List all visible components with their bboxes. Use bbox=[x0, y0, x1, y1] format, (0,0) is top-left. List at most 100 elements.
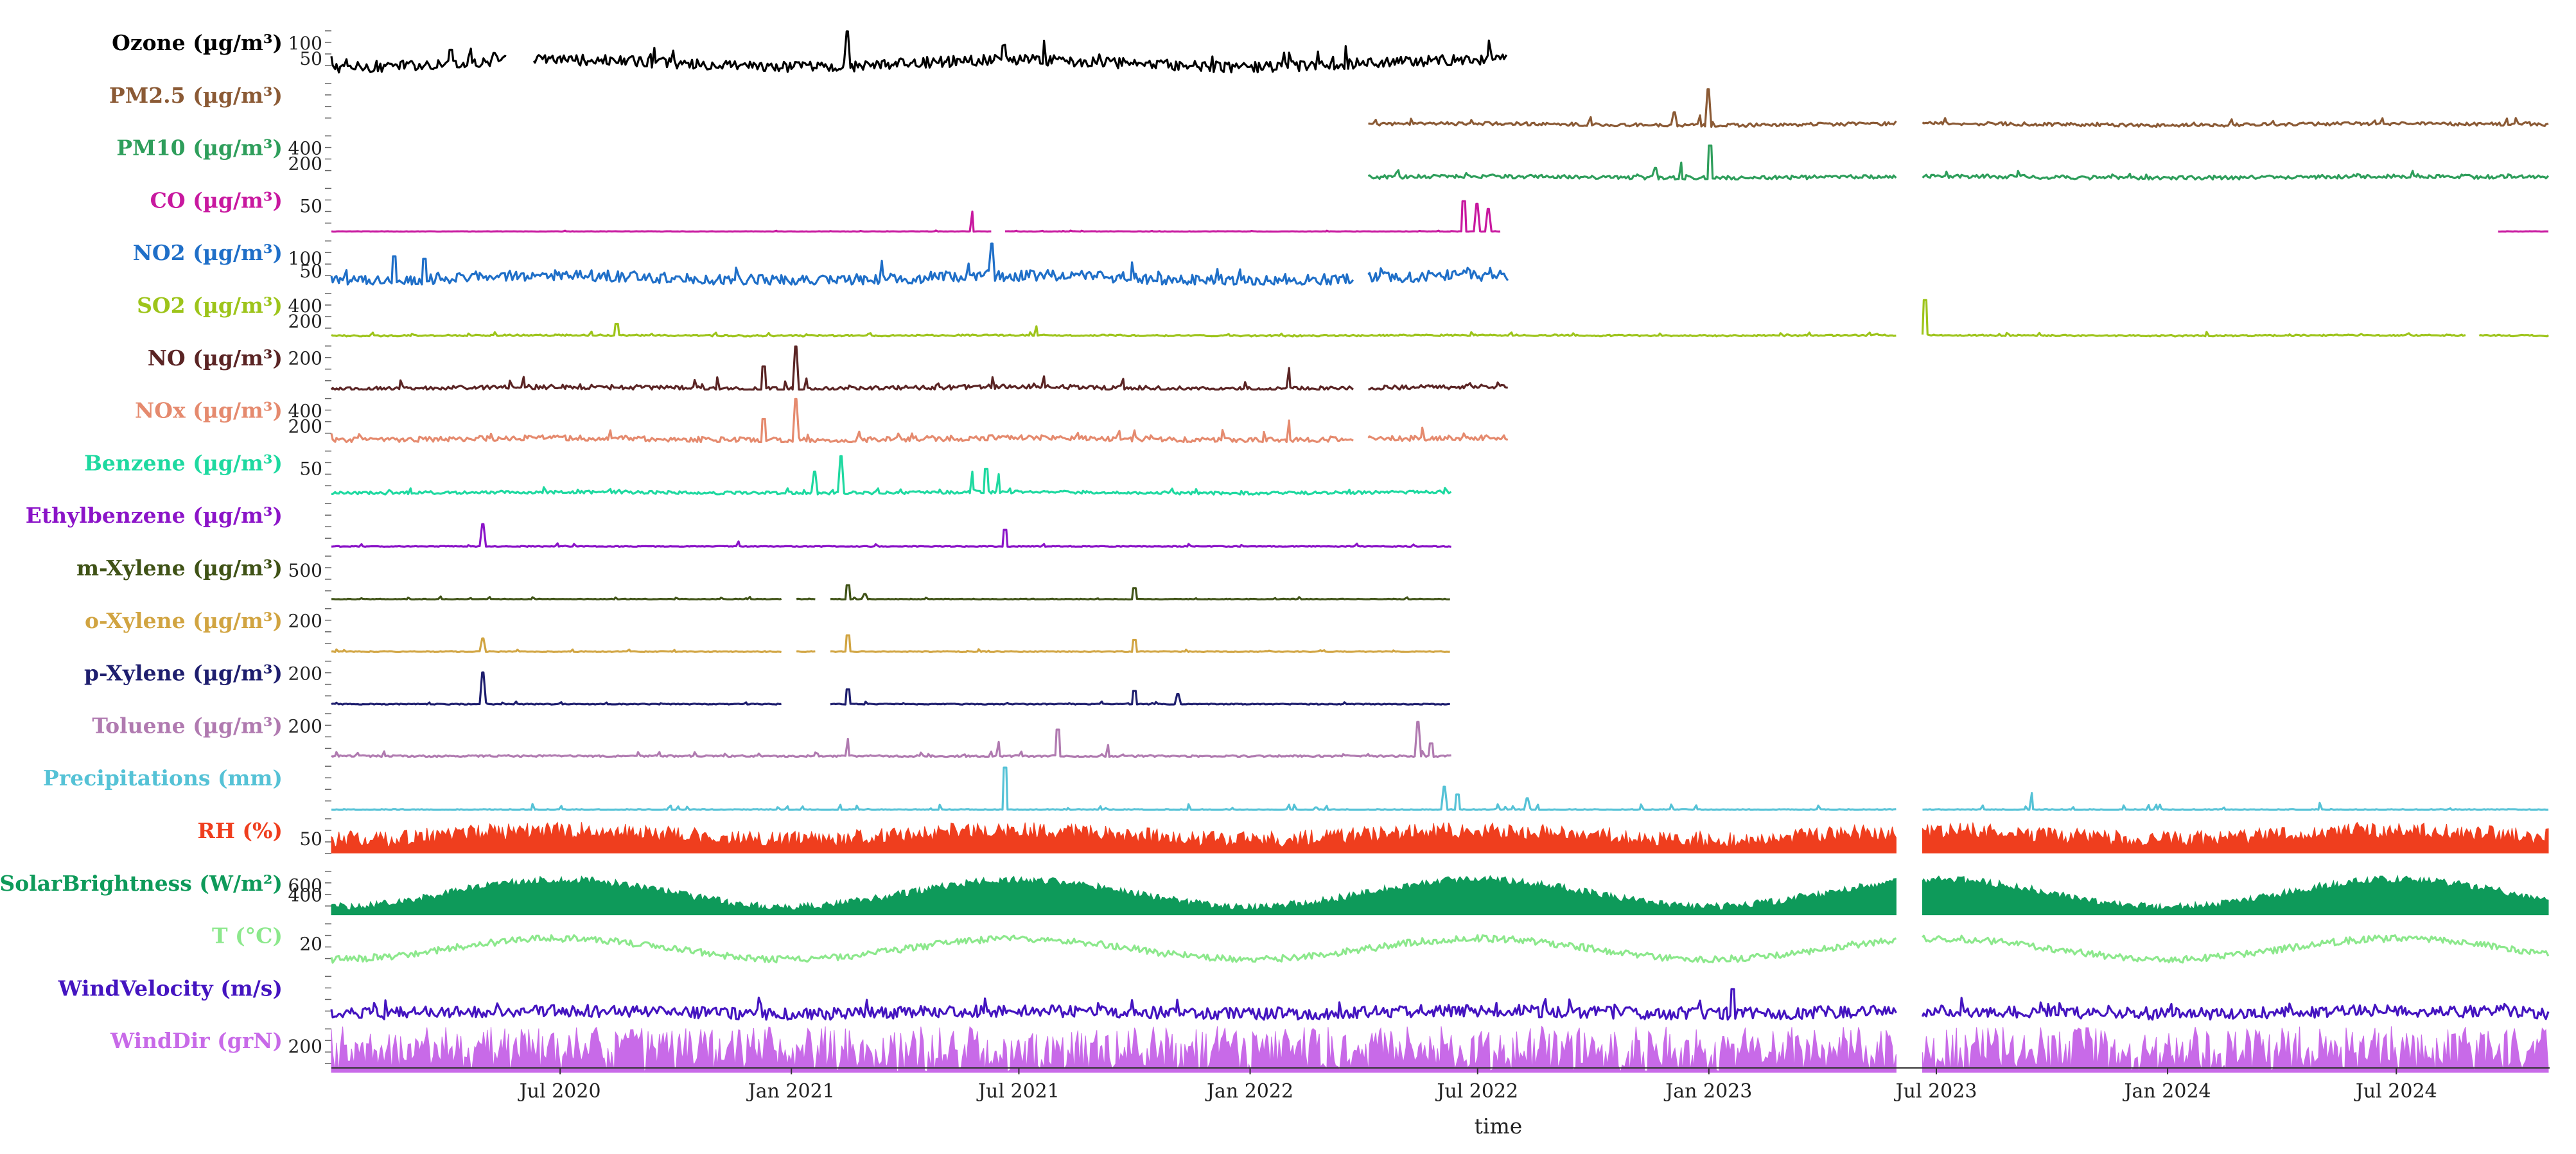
series-line-so2-g-m-0 bbox=[331, 324, 1896, 337]
x-tick-label: Jan 2023 bbox=[1663, 1080, 1752, 1103]
row-precipitations-mm: Precipitations (mm) bbox=[43, 765, 2548, 810]
series-line-so2-g-m-1 bbox=[1923, 300, 2466, 337]
series-line-ozone-g-m-0 bbox=[331, 49, 506, 73]
y-tick-label-solarbrightness-w-m: 400 bbox=[288, 884, 322, 905]
y-tick-label-t-c: 20 bbox=[299, 934, 322, 955]
series-label-rh: RH (%) bbox=[197, 818, 283, 843]
series-line-m-xylene-g-m-2 bbox=[830, 585, 1450, 599]
series-line-o-xylene-g-m-1 bbox=[796, 651, 815, 652]
row-p-xylene-g-m: p-Xylene (µg/m³) 200 bbox=[84, 661, 1450, 705]
series-line-t-c-0 bbox=[331, 935, 1896, 963]
series-label-no2-g-m: NO2 (µg/m³) bbox=[133, 240, 283, 265]
series-line-windvelocity-m-s-0 bbox=[331, 989, 1896, 1020]
series-area-solarbrightness-w-m-1 bbox=[1923, 876, 2549, 915]
series-line-co-g-m-0 bbox=[331, 211, 991, 231]
y-tick-label-m-xylene-g-m: 500 bbox=[288, 560, 322, 581]
x-ticks: Jul 2020 Jan 2021 Jul 2021 Jan 2022 Jul 2022… bbox=[518, 1068, 2437, 1103]
series-label-solarbrightness-w-m: SolarBrightness (W/m²) bbox=[0, 871, 283, 896]
series-line-precipitations-mm-1 bbox=[1923, 793, 2549, 810]
y-tick-label-no-g-m: 200 bbox=[288, 348, 322, 369]
row-m-xylene-g-m: m-Xylene (µg/m³) 500 bbox=[76, 555, 1450, 599]
series-area-winddir-grn-0 bbox=[331, 1026, 1896, 1072]
x-tick-label: Jul 2024 bbox=[2354, 1080, 2437, 1103]
series-line-benzene-g-m-0 bbox=[331, 456, 1451, 494]
series-label-so2-g-m: SO2 (µg/m³) bbox=[137, 293, 283, 318]
series-line-pm10-g-m-1 bbox=[1923, 171, 2549, 179]
y-tick-label-no2-g-m: 50 bbox=[299, 261, 322, 282]
y-tick-label-benzene-g-m: 50 bbox=[299, 458, 322, 479]
y-tick-label-p-xylene-g-m: 200 bbox=[288, 663, 322, 685]
y-tick-label-o-xylene-g-m: 200 bbox=[288, 611, 322, 632]
row-benzene-g-m: Benzene (µg/m³) 50 bbox=[84, 450, 1451, 494]
x-axis-title: time bbox=[1475, 1114, 1523, 1139]
series-area-rh-0 bbox=[331, 822, 1896, 853]
series-line-p-xylene-g-m-1 bbox=[830, 690, 1450, 705]
series-label-ozone-g-m: Ozone (µg/m³) bbox=[112, 30, 283, 55]
series-label-pm10-g-m: PM10 (µg/m³) bbox=[116, 136, 283, 161]
series-line-nox-g-m-1 bbox=[1369, 428, 1508, 441]
series-line-no-g-m-1 bbox=[1369, 383, 1508, 390]
row-ethylbenzene-g-m: Ethylbenzene (µg/m³) bbox=[26, 503, 1451, 546]
y-tick-label-nox-g-m: 200 bbox=[288, 415, 322, 437]
series-label-pm2-5-g-m: PM2.5 (µg/m³) bbox=[109, 83, 283, 108]
row-pm2-5-g-m: PM2.5 (µg/m³) bbox=[109, 83, 2548, 127]
row-co-g-m: CO (µg/m³) 50 bbox=[150, 188, 2548, 231]
row-toluene-g-m: Toluene (µg/m³) 200 bbox=[92, 713, 1451, 756]
series-line-toluene-g-m-0 bbox=[331, 722, 1451, 757]
series-line-t-c-1 bbox=[1923, 935, 2549, 962]
series-label-winddir-grn: WindDir (grN) bbox=[110, 1028, 283, 1053]
series-line-pm2-5-g-m-0 bbox=[1369, 89, 1897, 127]
row-no-g-m: NO (µg/m³) 200 bbox=[148, 345, 1508, 390]
series-line-precipitations-mm-0 bbox=[331, 767, 1896, 810]
x-tick-label: Jan 2022 bbox=[1205, 1080, 1293, 1103]
series-line-co-g-m-1 bbox=[1005, 201, 1500, 231]
series-line-no2-g-m-1 bbox=[1369, 268, 1508, 282]
row-rh: RH (%) 50 bbox=[197, 818, 2548, 853]
x-tick-label: Jul 2022 bbox=[1435, 1080, 1518, 1103]
y-tick-label-winddir-grn: 200 bbox=[288, 1036, 322, 1057]
row-windvelocity-m-s: WindVelocity (m/s) bbox=[57, 975, 2548, 1019]
y-tick-label-co-g-m: 50 bbox=[299, 195, 322, 216]
series-label-toluene-g-m: Toluene (µg/m³) bbox=[92, 713, 283, 738]
x-tick-label: Jan 2024 bbox=[2123, 1080, 2211, 1103]
series-area-winddir-grn-1 bbox=[1923, 1026, 2549, 1072]
series-label-nox-g-m: NOx (µg/m³) bbox=[135, 398, 283, 423]
series-label-no-g-m: NO (µg/m³) bbox=[148, 345, 283, 371]
series-label-o-xylene-g-m: o-Xylene (µg/m³) bbox=[85, 608, 283, 633]
series-label-m-xylene-g-m: m-Xylene (µg/m³) bbox=[76, 555, 283, 581]
y-tick-label-toluene-g-m: 200 bbox=[288, 715, 322, 737]
x-tick-label: Jan 2021 bbox=[746, 1080, 835, 1103]
x-tick-label: Jul 2021 bbox=[976, 1080, 1060, 1103]
row-winddir-grn: WindDir (grN) 200 bbox=[110, 1026, 2548, 1072]
series-line-o-xylene-g-m-2 bbox=[830, 635, 1450, 652]
series-label-ethylbenzene-g-m: Ethylbenzene (µg/m³) bbox=[26, 503, 283, 528]
x-tick-label: Jul 2020 bbox=[518, 1080, 601, 1103]
row-o-xylene-g-m: o-Xylene (µg/m³) 200 bbox=[85, 608, 1450, 652]
series-line-m-xylene-g-m-0 bbox=[331, 597, 782, 600]
y-tick-label-pm10-g-m: 200 bbox=[288, 153, 322, 174]
series-label-t-c: T (°C) bbox=[212, 923, 283, 949]
x-axis: Jul 2020 Jan 2021 Jul 2021 Jan 2022 Jul 2022… bbox=[331, 1068, 2550, 1139]
series-line-so2-g-m-2 bbox=[2479, 335, 2548, 336]
series-area-rh-1 bbox=[1923, 823, 2549, 853]
series-label-benzene-g-m: Benzene (µg/m³) bbox=[84, 450, 283, 475]
series-line-ozone-g-m-1 bbox=[534, 31, 1507, 73]
series-line-p-xylene-g-m-0 bbox=[331, 672, 782, 704]
series-line-pm10-g-m-0 bbox=[1369, 146, 1897, 180]
y-tick-label-ozone-g-m: 50 bbox=[299, 48, 322, 69]
series-line-co-g-m-2 bbox=[2498, 231, 2548, 232]
y-tick-label-rh: 50 bbox=[299, 828, 322, 850]
series-label-windvelocity-m-s: WindVelocity (m/s) bbox=[57, 975, 283, 1001]
series-line-nox-g-m-0 bbox=[331, 399, 1353, 442]
series-area-solarbrightness-w-m-0 bbox=[331, 876, 1896, 915]
row-t-c: T (°C) 20 bbox=[212, 923, 2548, 963]
series-label-p-xylene-g-m: p-Xylene (µg/m³) bbox=[84, 661, 283, 686]
